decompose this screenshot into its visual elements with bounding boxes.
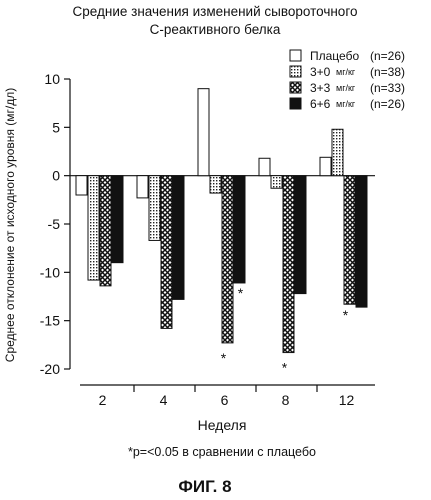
bar [209, 175, 222, 194]
bar [160, 175, 173, 329]
bar [233, 175, 246, 284]
bar [355, 175, 368, 308]
bars: * * * * [75, 88, 368, 376]
x-tick-label: 2 [99, 392, 107, 408]
chart-title: Средние значения изменений сывороточного [73, 4, 358, 19]
bar [87, 175, 100, 281]
significance-marker: * [238, 285, 244, 301]
legend-dose: мг/кг [336, 99, 356, 109]
bar [343, 175, 356, 305]
y-tick-label: -10 [40, 264, 60, 280]
significance-marker: * [282, 360, 288, 376]
legend-n: (n=38) [370, 65, 405, 79]
x-tick-label: 12 [339, 392, 355, 408]
bar [99, 175, 112, 287]
legend-series-name: 3+3 [310, 81, 331, 95]
legend-dose: мг/кг [336, 67, 356, 77]
legend-dose: мг/кг [336, 83, 356, 93]
x-axis-label: Неделя [198, 417, 247, 433]
significance-marker: * [343, 307, 349, 323]
y-tick-label: 10 [44, 71, 60, 87]
bar [75, 175, 88, 196]
legend-n: (n=26) [370, 97, 405, 111]
bar [294, 175, 307, 295]
y-tick-label: -5 [48, 216, 61, 232]
y-tick-label: -15 [40, 313, 60, 329]
x-tick-label: 8 [282, 392, 290, 408]
figure-label: ФИГ. 8 [178, 477, 231, 496]
significance-marker: * [221, 350, 227, 366]
bar [319, 156, 332, 177]
legend-n: (n=33) [370, 81, 405, 95]
legend-swatch [289, 65, 302, 78]
chart-subtitle: С-реактивного белка [150, 22, 281, 37]
legend-series-name: 6+6 [310, 97, 331, 111]
y-tick-label: -20 [40, 361, 60, 377]
y-tick-label: 5 [52, 119, 60, 135]
legend-series-name: Плацебо [310, 49, 359, 63]
legend-n: (n=26) [370, 49, 405, 63]
bar [136, 175, 149, 199]
bar [148, 175, 161, 241]
bar [258, 157, 271, 177]
x-tick-label: 6 [221, 392, 229, 408]
legend: Плацебо (n=26) 3+0 мг/кг (n=38) 3+3 мг/кг (n=33… [289, 49, 405, 111]
bar [197, 88, 210, 177]
bar [331, 128, 344, 177]
legend-swatch [289, 49, 302, 62]
y-axis-label: Среднее отклонение от исходного уровня (… [3, 88, 17, 362]
legend-swatch [289, 81, 302, 94]
x-tick-label: 4 [160, 392, 168, 408]
bar [172, 175, 185, 300]
legend-swatch [289, 97, 302, 110]
bar [111, 175, 124, 264]
y-tick-label: 0 [52, 168, 60, 184]
legend-series-name: 3+0 [310, 65, 331, 79]
bar [282, 175, 295, 354]
footnote: *p=<0.05 в сравнении с плацебо [128, 445, 316, 459]
bar [221, 175, 234, 344]
bar [270, 175, 283, 189]
